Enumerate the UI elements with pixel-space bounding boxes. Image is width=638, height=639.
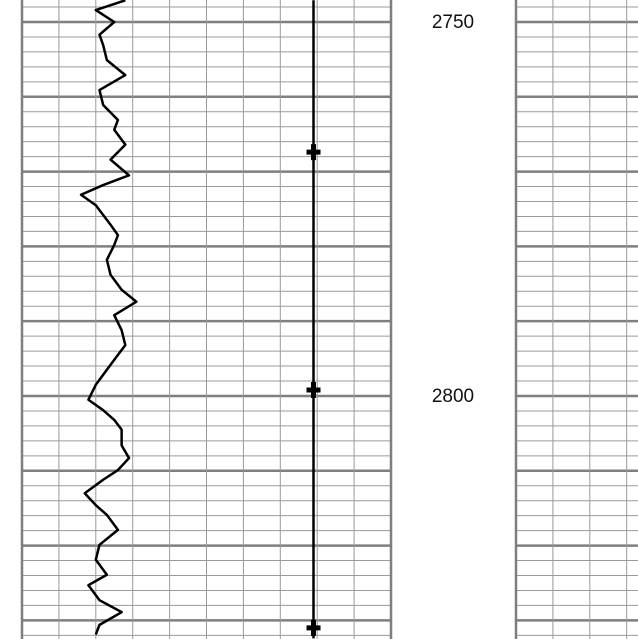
depth-label: 2750: [432, 12, 474, 33]
track: [514, 0, 638, 639]
log-curve: [79, 0, 138, 636]
curve-marker: [306, 144, 321, 161]
curve-marker: [306, 619, 321, 636]
depth-label: 2800: [432, 386, 474, 407]
curve-marker: [306, 381, 321, 398]
track: [20, 0, 393, 639]
